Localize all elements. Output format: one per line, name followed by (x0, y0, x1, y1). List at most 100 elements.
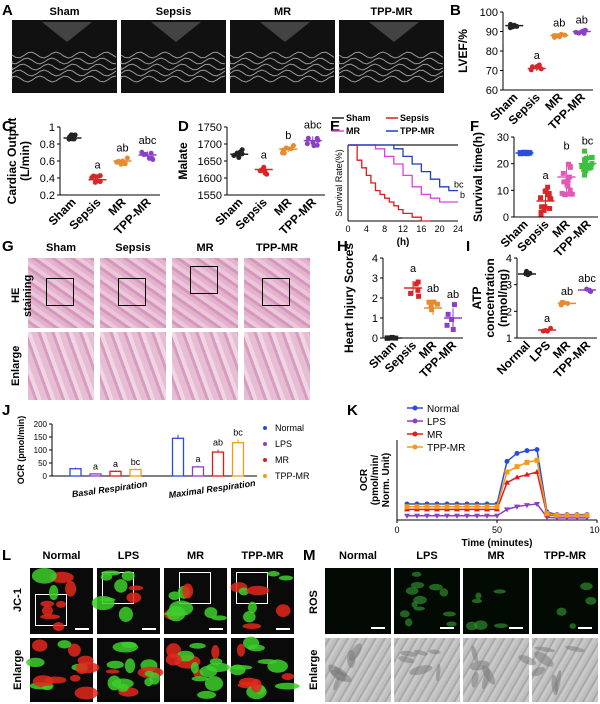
ros-spot (580, 582, 593, 591)
bf-cell (482, 665, 496, 685)
echo-line (338, 69, 444, 77)
cell-blob (243, 611, 256, 623)
data-point (504, 458, 510, 464)
bright-field-cells (328, 643, 362, 691)
y-tick-label: 100 (34, 446, 48, 455)
y-tick-label: 0 (503, 212, 509, 224)
ros-spot (471, 598, 483, 604)
y-tick-label: 0.2 (40, 190, 55, 202)
bf-cell (534, 646, 555, 653)
data-point (541, 204, 547, 210)
panel-label-e: E (330, 118, 341, 135)
data-point (449, 316, 455, 322)
data-point (554, 512, 560, 518)
sig-label: b (563, 141, 569, 153)
data-point (565, 178, 571, 184)
data-point (514, 23, 520, 29)
echo-line (338, 63, 444, 71)
cell-blob (206, 662, 230, 672)
ros-spot (411, 571, 422, 577)
data-point (534, 469, 540, 474)
y-axis-label: OCR(pmol/min/Norm. Unit) (359, 453, 392, 507)
data-point (534, 502, 540, 507)
data-point (434, 504, 440, 510)
y-tick-label: 100 (480, 7, 498, 19)
data-point (524, 503, 530, 509)
cell-blob (40, 614, 60, 620)
y-tick-label: 0.6 (40, 156, 55, 168)
cell-blob (257, 659, 277, 665)
y-tick-label: 20 (497, 159, 509, 171)
panel-label-a: A (2, 2, 13, 19)
data-point (474, 504, 480, 510)
echo-trace (11, 22, 117, 83)
data-point (548, 196, 554, 202)
data-point (464, 513, 470, 519)
sig-label: b (460, 190, 465, 200)
data-point (408, 290, 414, 296)
scale-bar (75, 628, 89, 630)
y-axis-label: Survival Rate(%) (334, 149, 344, 217)
sig-label: ab (561, 286, 573, 298)
ros-spot (399, 610, 410, 618)
cell-blob (32, 639, 48, 652)
he-label: Sepsis (115, 242, 151, 254)
sig-label: a (410, 263, 417, 275)
bf-cell (333, 677, 340, 691)
x-tick-label: 100 (589, 525, 600, 535)
echo-label: TPP-MR (370, 6, 413, 18)
jc1-label: LPS (117, 550, 140, 562)
panel-label-h: H (337, 238, 348, 255)
ros-spot (569, 623, 576, 629)
cell-blob (247, 644, 265, 652)
he-row-label: HE staining (10, 274, 34, 317)
y-tick-label: 1 (372, 313, 378, 325)
data-point (464, 504, 470, 510)
y-axis-label: Malate (176, 142, 190, 180)
bf-cell (531, 666, 546, 677)
jc1-row-label: Enlarge (12, 649, 24, 691)
y-axis-label: Survival time(h) (471, 132, 485, 222)
he-zoom-box (190, 266, 218, 294)
data-point (414, 513, 420, 519)
cell-blob (121, 570, 135, 581)
sig-label: a (113, 459, 118, 469)
cell-blob (246, 585, 270, 596)
panel-label-g: G (2, 238, 14, 255)
echo-trace (338, 22, 444, 83)
data-point (434, 513, 440, 519)
echo-line (120, 63, 226, 71)
he-enlarge-sepsis (100, 332, 166, 400)
data-point (534, 447, 540, 453)
legend-label: LPS (427, 417, 446, 428)
echo-label: Sham (49, 6, 80, 18)
cell-blob (204, 607, 218, 619)
he-enlarge-mr (172, 332, 238, 400)
bf-cell (565, 645, 585, 653)
jc1-label: MR (186, 550, 205, 562)
jc1-cells (229, 636, 300, 700)
ros-spot (475, 592, 482, 600)
legend-marker (263, 458, 267, 462)
ros-cells (466, 589, 508, 631)
data-point (415, 287, 421, 293)
ros-spot (413, 595, 427, 605)
cell-blob (100, 573, 113, 581)
panel-label-f: F (470, 118, 480, 135)
y-tick-label: 1550 (198, 190, 222, 202)
bar (191, 466, 205, 477)
ros-spot (494, 623, 508, 629)
sig-label: a (93, 462, 98, 472)
scale-bar (142, 628, 156, 630)
x-tick-label: 4 (364, 224, 369, 234)
y-tick-label: 0.4 (40, 173, 55, 185)
y-tick-label: 200 (34, 420, 48, 429)
data-point (584, 512, 590, 518)
scale-bar (276, 628, 290, 630)
y-tick-label: 2 (372, 293, 378, 305)
y-axis-label-line: ATP (470, 286, 484, 309)
y-tick-label: 4 (506, 253, 512, 265)
y-tick-label: 2 (506, 306, 512, 318)
echo-label: MR (273, 6, 292, 18)
echo-line (229, 69, 335, 77)
